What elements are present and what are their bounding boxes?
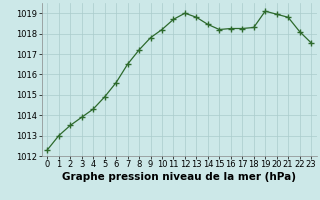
X-axis label: Graphe pression niveau de la mer (hPa): Graphe pression niveau de la mer (hPa) — [62, 172, 296, 182]
